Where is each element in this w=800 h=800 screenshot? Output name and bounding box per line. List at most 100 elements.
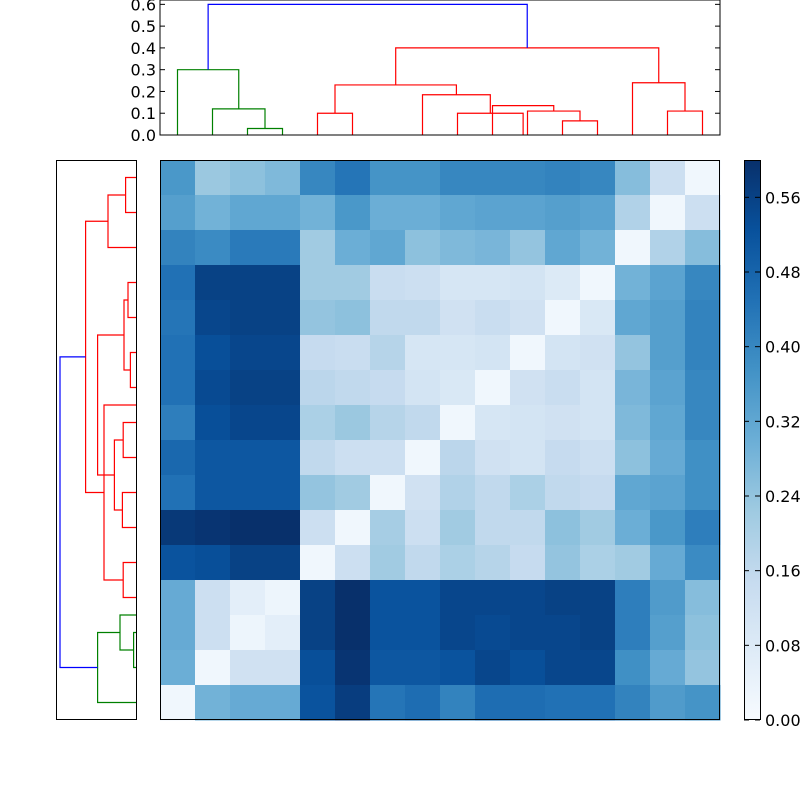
heatmap-cell (370, 335, 406, 371)
heatmap-cell (685, 405, 721, 441)
heatmap-cell (545, 230, 581, 266)
heatmap-cell (370, 405, 406, 441)
heatmap-cell (545, 265, 581, 301)
heatmap-cell (615, 370, 651, 406)
top-dendrogram-link (176, 69, 240, 135)
heatmap-cell (265, 650, 301, 686)
heatmap-cells (160, 160, 721, 721)
heatmap-cell (300, 440, 336, 476)
heatmap-cell (230, 300, 266, 336)
heatmap-cell (160, 195, 196, 231)
heatmap-cell (335, 230, 371, 266)
heatmap-cell (440, 300, 476, 336)
heatmap-cell (160, 510, 196, 546)
heatmap-cell (545, 580, 581, 616)
heatmap-cell (545, 475, 581, 511)
heatmap-cell (440, 545, 476, 581)
heatmap-cell (195, 440, 231, 476)
heatmap-cell (405, 160, 441, 196)
heatmap-cell (580, 440, 616, 476)
top-dendrogram-link (421, 94, 491, 135)
heatmap-cell (405, 650, 441, 686)
heatmap-cell (615, 580, 651, 616)
left-dendrogram-link (125, 176, 136, 214)
heatmap-cell (510, 265, 546, 301)
heatmap-cell (405, 370, 441, 406)
heatmap-cell (440, 265, 476, 301)
heatmap-cell (685, 545, 721, 581)
heatmap-cell (510, 580, 546, 616)
heatmap-cell (300, 545, 336, 581)
heatmap-cell (300, 335, 336, 371)
colorbar-tick-label: 0.48 (765, 263, 800, 282)
heatmap-cell (230, 440, 266, 476)
heatmap-cell (405, 300, 441, 336)
heatmap-cell (405, 580, 441, 616)
heatmap-cell (615, 230, 651, 266)
heatmap-cell (510, 545, 546, 581)
heatmap-cell (405, 510, 441, 546)
top-dendrogram-link (316, 112, 354, 135)
heatmap-cell (405, 545, 441, 581)
heatmap-cell (475, 685, 511, 721)
heatmap-cell (615, 195, 651, 231)
colorbar: 0.00 0.08 0.16 0.24 0.32 0.40 0.48 0.56 (744, 160, 800, 730)
heatmap-cell (440, 475, 476, 511)
heatmap-cell (615, 335, 651, 371)
heatmap-cell (545, 405, 581, 441)
heatmap-cell (335, 440, 371, 476)
heatmap-cell (440, 580, 476, 616)
heatmap-cell (335, 370, 371, 406)
heatmap-cell (650, 580, 686, 616)
heatmap-cell (580, 370, 616, 406)
left-dendrogram (56, 160, 137, 720)
heatmap-cell (510, 300, 546, 336)
heatmap-cell (510, 335, 546, 371)
heatmap-cell (475, 335, 511, 371)
heatmap-cell (265, 405, 301, 441)
heatmap-cell (230, 510, 266, 546)
heatmap-cell (405, 195, 441, 231)
heatmap-cell (195, 335, 231, 371)
heatmap-cell (370, 195, 406, 231)
heatmap-cell (685, 160, 721, 196)
heatmap-cell (475, 195, 511, 231)
heatmap-cell (650, 510, 686, 546)
top-dendrogram-link (395, 47, 660, 85)
heatmap-cell (615, 545, 651, 581)
heatmap-cell (650, 545, 686, 581)
heatmap-cell (195, 475, 231, 511)
colorbar-tick-label: 0.08 (765, 636, 800, 655)
heatmap-cell (195, 300, 231, 336)
heatmap-cell (685, 230, 721, 266)
heatmap-cell (335, 160, 371, 196)
left-dendrogram-link (129, 351, 136, 389)
heatmap-cell (335, 475, 371, 511)
heatmap-cell (370, 510, 406, 546)
left-dendrogram-link (123, 299, 131, 371)
heatmap-cell (440, 230, 476, 266)
heatmap-cell (230, 160, 266, 196)
heatmap-cell (440, 160, 476, 196)
heatmap-cell (160, 615, 196, 651)
heatmap-cell (580, 160, 616, 196)
heatmap-cell (475, 370, 511, 406)
heatmap-cell (230, 230, 266, 266)
heatmap-cell (545, 685, 581, 721)
heatmap-cell (615, 615, 651, 651)
heatmap-cell (300, 370, 336, 406)
heatmap-cell (650, 300, 686, 336)
heatmap-cell (335, 580, 371, 616)
heatmap-cell (265, 160, 301, 196)
heatmap-cell (265, 580, 301, 616)
heatmap-cell (580, 650, 616, 686)
heatmap-cell (580, 265, 616, 301)
heatmap-cell (650, 650, 686, 686)
heatmap-cell (650, 405, 686, 441)
top-dendrogram-links (176, 3, 704, 135)
left-dendrogram-links (59, 176, 136, 704)
heatmap-cell (615, 405, 651, 441)
top-dendrogram-frame (159, 0, 721, 136)
heatmap-cell (265, 545, 301, 581)
heatmap-cell (580, 300, 616, 336)
